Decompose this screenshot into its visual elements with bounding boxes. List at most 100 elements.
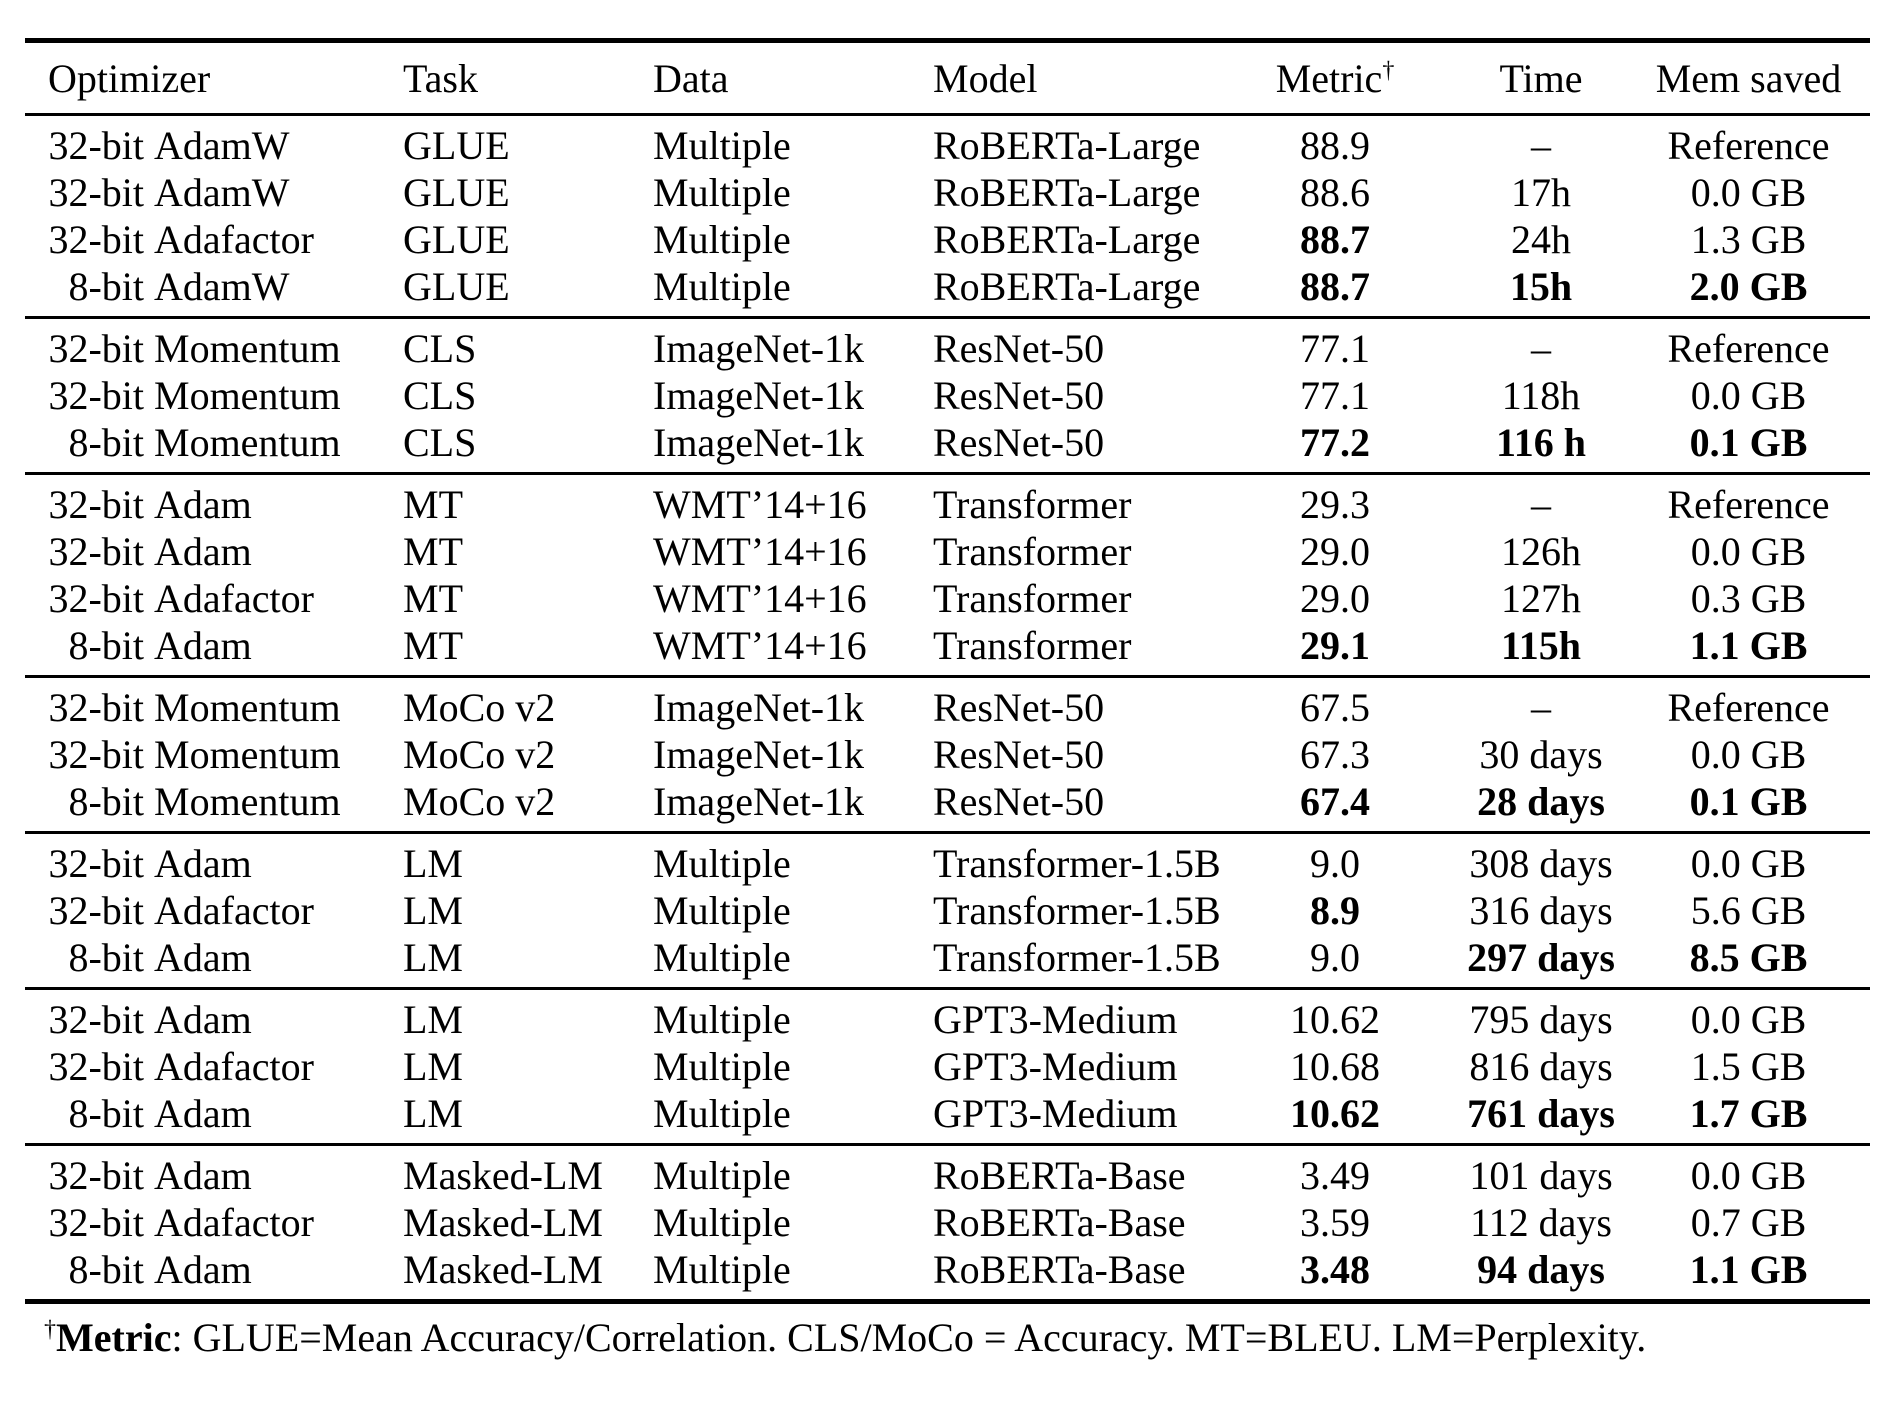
data-cell: ImageNet-1k — [653, 326, 865, 371]
metric-cell: 88.7 — [1300, 264, 1370, 309]
model-cell: RoBERTa-Base — [933, 1247, 1186, 1292]
table-row: 32-bit Adafactor LM Multiple GPT3-Medium … — [25, 1043, 1870, 1090]
optimizer-cell: 32-bit Adafactor — [25, 216, 395, 263]
data-cell: Multiple — [653, 997, 791, 1042]
time-cell: – — [1531, 326, 1551, 371]
optimizer-name: Adafactor — [154, 217, 314, 262]
task-cell: MoCo v2 — [403, 685, 556, 730]
table-row: 32-bit Adam LM Multiple GPT3-Medium 10.62… — [25, 989, 1870, 1044]
optimizer-name: Momentum — [154, 732, 341, 777]
optimizer-name: Adafactor — [154, 1044, 314, 1089]
table-row: 8-bit Adam LM Multiple Transformer-1.5B 9… — [25, 934, 1870, 989]
optimizer-bits-prefix: 8-bit — [68, 1247, 144, 1292]
table-row: 32-bit Adam MT WMT’14+16 Transformer 29.3… — [25, 474, 1870, 529]
column-header-mem-saved: Mem saved — [1655, 55, 1842, 101]
model-cell: ResNet-50 — [933, 326, 1105, 371]
optimizer-name: Adafactor — [154, 1200, 314, 1245]
table-row: 32-bit Momentum CLS ImageNet-1k ResNet-50… — [25, 318, 1870, 373]
optimizer-bits-prefix: 32-bit — [48, 997, 144, 1042]
time-cell: 126h — [1501, 529, 1581, 574]
time-cell: 101 days — [1469, 1153, 1613, 1198]
task-cell: LM — [403, 997, 463, 1042]
data-cell: Multiple — [653, 1200, 791, 1245]
optimizer-name: AdamW — [154, 170, 290, 215]
data-cell: Multiple — [653, 888, 791, 933]
optimizer-bits-prefix: 8-bit — [68, 779, 144, 824]
metric-cell: 10.68 — [1290, 1044, 1380, 1089]
optimizer-cell: 32-bit Adam — [25, 833, 395, 888]
table-group: 32-bit Adam MT WMT’14+16 Transformer 29.3… — [25, 474, 1870, 677]
mem-saved-cell: 5.6 GB — [1690, 888, 1807, 933]
metric-cell: 88.9 — [1300, 123, 1370, 168]
optimizer-bits-prefix: 32-bit — [48, 685, 144, 730]
table-row: 32-bit AdamW GLUE Multiple RoBERTa-Large … — [25, 115, 1870, 170]
optimizer-name: Adam — [154, 935, 252, 980]
mem-saved-cell: 0.1 GB — [1689, 420, 1808, 465]
optimizer-bits-prefix: 32-bit — [48, 373, 144, 418]
time-cell: 816 days — [1469, 1044, 1613, 1089]
task-cell: CLS — [403, 326, 477, 371]
mem-saved-cell: 0.3 GB — [1690, 576, 1807, 621]
optimizer-bits-prefix: 32-bit — [48, 1153, 144, 1198]
optimizer-bits-prefix: 32-bit — [48, 529, 144, 574]
optimizer-cell: 8-bit Adam — [25, 622, 395, 677]
task-cell: GLUE — [403, 123, 510, 168]
optimizer-cell: 32-bit Momentum — [25, 677, 395, 732]
model-cell: GPT3-Medium — [933, 1044, 1178, 1089]
table-row: 8-bit Adam MT WMT’14+16 Transformer 29.1 … — [25, 622, 1870, 677]
time-cell: 28 days — [1477, 779, 1605, 824]
mem-saved-cell: 0.1 GB — [1689, 779, 1808, 824]
footnote-text: : GLUE=Mean Accuracy/Correlation. CLS/Mo… — [171, 1315, 1647, 1360]
optimizer-cell: 32-bit AdamW — [25, 169, 395, 216]
optimizer-cell: 32-bit Momentum — [25, 318, 395, 373]
optimizer-name: Adam — [154, 1091, 252, 1136]
optimizer-name: Adafactor — [154, 888, 314, 933]
optimizer-name: Momentum — [154, 779, 341, 824]
time-cell: 316 days — [1469, 888, 1613, 933]
time-cell: 795 days — [1469, 997, 1613, 1042]
data-cell: ImageNet-1k — [653, 373, 865, 418]
table-row: 32-bit Adafactor LM Multiple Transformer-… — [25, 887, 1870, 934]
task-cell: CLS — [403, 420, 477, 465]
optimizer-cell: 32-bit Momentum — [25, 731, 395, 778]
optimizer-bits-prefix: 8-bit — [68, 420, 144, 465]
optimizer-bits-prefix: 32-bit — [48, 841, 144, 886]
task-cell: LM — [403, 1044, 463, 1089]
model-cell: ResNet-50 — [933, 420, 1105, 465]
mem-saved-cell: 0.7 GB — [1690, 1200, 1807, 1245]
mem-saved-cell: Reference — [1667, 326, 1830, 371]
mem-saved-cell: Reference — [1667, 482, 1830, 527]
optimizer-name: Adam — [154, 1153, 252, 1198]
metric-cell: 3.49 — [1300, 1153, 1370, 1198]
optimizer-cell: 32-bit Adam — [25, 528, 395, 575]
model-cell: GPT3-Medium — [933, 997, 1178, 1042]
data-cell: ImageNet-1k — [653, 779, 865, 824]
task-cell: GLUE — [403, 170, 510, 215]
table-row: 32-bit Adafactor MT WMT’14+16 Transformer… — [25, 575, 1870, 622]
optimizer-name: Adam — [154, 997, 252, 1042]
optimizer-cell: 32-bit Momentum — [25, 372, 395, 419]
task-cell: MT — [403, 482, 463, 527]
task-cell: GLUE — [403, 264, 510, 309]
optimizer-bits-prefix: 32-bit — [48, 888, 144, 933]
task-cell: Masked-LM — [403, 1247, 603, 1292]
data-cell: Multiple — [653, 170, 791, 215]
optimizer-bits-prefix: 8-bit — [68, 264, 144, 309]
optimizer-cell: 32-bit Adafactor — [25, 1199, 395, 1246]
data-cell: Multiple — [653, 1247, 791, 1292]
data-cell: Multiple — [653, 123, 791, 168]
column-header-time: Time — [1499, 55, 1583, 101]
model-cell: ResNet-50 — [933, 732, 1105, 777]
task-cell: LM — [403, 935, 463, 980]
data-cell: Multiple — [653, 1153, 791, 1198]
task-cell: MoCo v2 — [403, 779, 556, 824]
time-cell: – — [1531, 123, 1551, 168]
optimizer-bits-prefix: 32-bit — [48, 1044, 144, 1089]
metric-cell: 77.1 — [1300, 326, 1370, 371]
column-header-data: Data — [653, 55, 729, 101]
task-cell: GLUE — [403, 217, 510, 262]
optimizer-cell: 32-bit Adam — [25, 989, 395, 1044]
table-row: 8-bit AdamW GLUE Multiple RoBERTa-Large 8… — [25, 263, 1870, 318]
data-cell: WMT’14+16 — [653, 623, 867, 668]
optimizer-name: Adam — [154, 529, 252, 574]
